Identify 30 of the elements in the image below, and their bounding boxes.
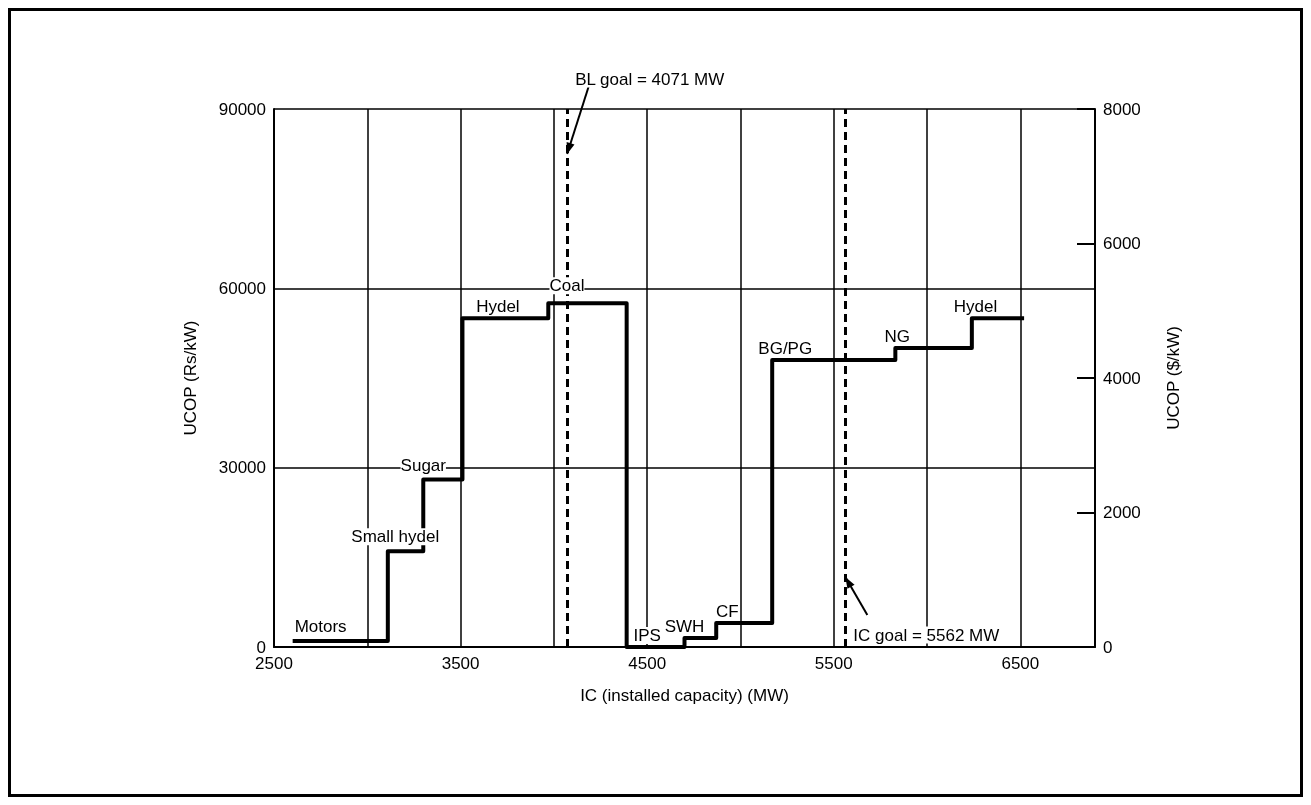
annotation: Hydel	[476, 297, 520, 317]
annotation: CF	[716, 602, 739, 622]
x-tick-label: 3500	[441, 654, 480, 673]
ref-line-label: BL goal = 4071 MW	[575, 69, 725, 89]
annotation: Sugar	[400, 455, 447, 475]
y2-axis-title: UCOP ($/kW)	[1164, 326, 1183, 430]
annotation: IPS	[633, 626, 661, 645]
y-axis-title: UCOP (Rs/kW)	[181, 320, 200, 436]
annotation: Small hydel	[351, 527, 440, 547]
annotation: Coal	[549, 276, 585, 296]
x-axis-title: IC (installed capacity) (MW)	[580, 686, 789, 705]
y-tick-label: 0	[256, 637, 266, 657]
x-tick-label: 4500	[628, 654, 667, 673]
annotation: SWH	[664, 617, 705, 637]
annotation: Motors	[294, 617, 347, 637]
x-tick-label: 5500	[814, 654, 853, 673]
y-tick-label: 90000	[218, 99, 266, 119]
annotation: NG	[884, 327, 910, 347]
x-tick-label: 2500	[255, 654, 293, 673]
annotation: BG/PG	[758, 339, 813, 359]
x-tick-label: 6500	[1001, 654, 1040, 673]
y-tick-label: 30000	[218, 458, 266, 478]
y2-tick-label: 8000	[1103, 99, 1141, 119]
y2-tick-label: 2000	[1103, 503, 1141, 522]
y2-tick-label: 4000	[1103, 368, 1141, 388]
ref-line-label: IC goal = 5562 MW	[853, 625, 1000, 645]
annotation: Hydel	[953, 297, 998, 317]
y2-tick-label: 0	[1103, 637, 1113, 657]
y-tick-label: 60000	[218, 278, 266, 298]
y2-tick-label: 6000	[1103, 234, 1141, 253]
